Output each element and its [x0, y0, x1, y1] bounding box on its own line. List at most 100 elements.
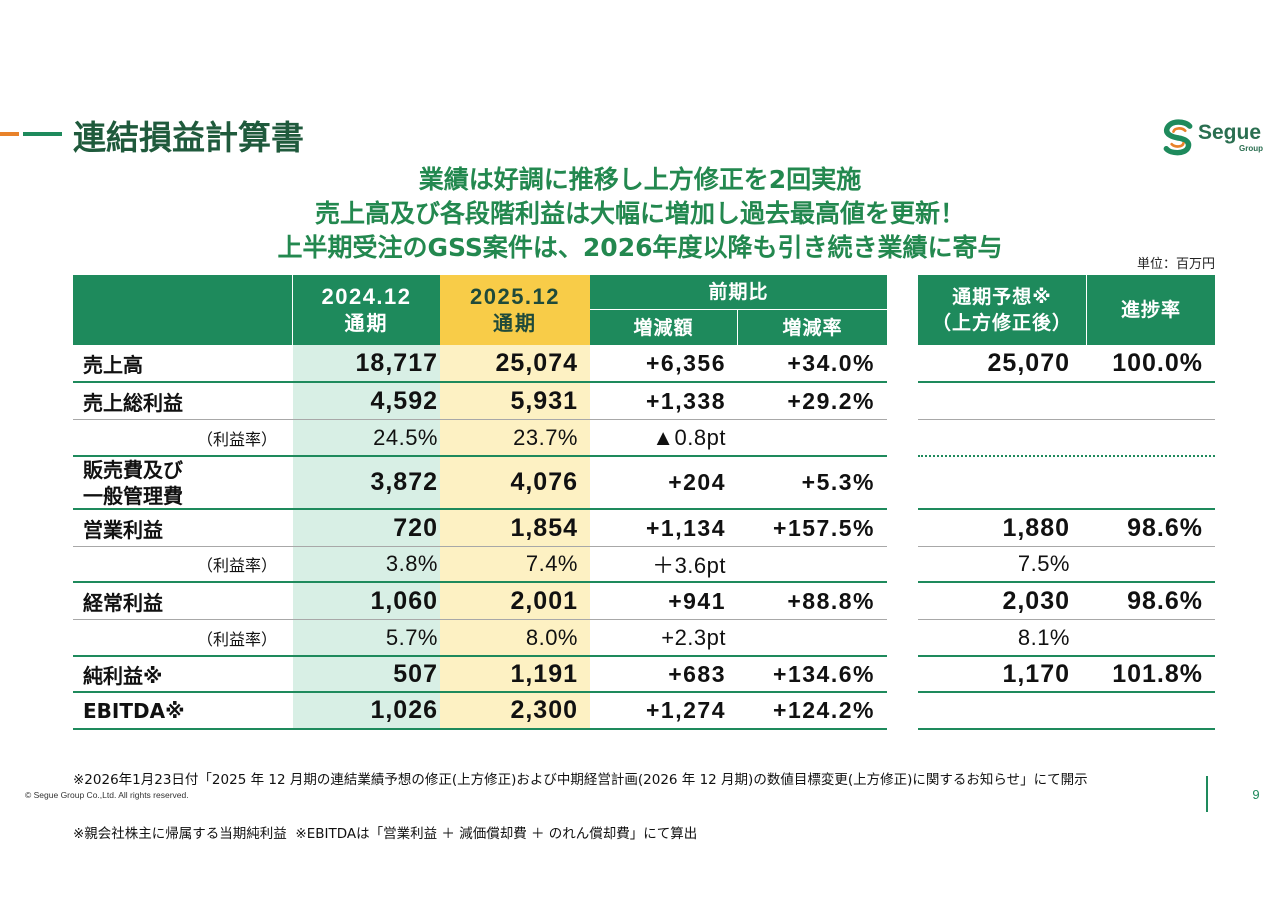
header-change-amount: 増減額: [590, 310, 737, 345]
header-prev-year: 2024.12: [321, 284, 412, 309]
row-label: 経常利益: [83, 590, 163, 615]
unit-label: 単位：百万円: [1136, 257, 1215, 272]
prev-value: 5.7%: [293, 620, 440, 655]
empty-cell: [918, 693, 1087, 728]
header-cur-year: 2025.12: [469, 284, 561, 309]
forecast-value: 1,170: [1002, 659, 1070, 688]
empty-cell: [1087, 547, 1215, 581]
footnote-1: ※2026年1月23日付「2025 年 12 月期の連結業績予想の修正(上方修正…: [73, 772, 1088, 788]
footnotes: ※2026年1月23日付「2025 年 12 月期の連結業績予想の修正(上方修正…: [73, 735, 1088, 861]
header-change-rate-label: 増減率: [782, 316, 843, 339]
cur-value: 4,076: [440, 457, 590, 508]
prev-value: 1,026: [293, 693, 440, 728]
change-amount: +1,134: [646, 514, 726, 541]
row-label: 営業利益: [83, 517, 163, 542]
forecast-table-body: 25,070 100.0% 1,880 98.6% 7.5% 2,030 98.…: [918, 345, 1215, 730]
change-amount: +2.3pt: [661, 624, 726, 650]
row-operating-margin: 7.5%: [918, 547, 1215, 583]
headline-line-1: 業績は好調に推移し上方修正を2回実施: [418, 165, 862, 194]
row-operating-margin: （利益率） 3.8% 7.4% ＋3.6pt: [73, 547, 887, 583]
page-number: 9: [1252, 787, 1260, 802]
empty-cell: [1087, 420, 1215, 455]
change-rate: +134.6%: [773, 660, 875, 687]
header-forecast-line-1: 通期予想※: [952, 286, 1052, 308]
row-ebitda: EBITDA※ 1,026 2,300 +1,274 +124.2%: [73, 693, 887, 730]
change-rate: +157.5%: [773, 514, 875, 541]
prev-value: 3,872: [293, 457, 440, 508]
progress-value: 100.0%: [1112, 348, 1203, 377]
header-prev-label: 通期: [344, 311, 389, 335]
logo-name: Segue: [1198, 121, 1262, 144]
prev-value: 507: [293, 657, 440, 691]
header-blank: [73, 275, 292, 345]
headline-line-3: 上半期受注のGSS案件は、2026年度以降も引き続き業績に寄与: [277, 233, 1003, 262]
empty-cell: [738, 547, 887, 581]
results-table-body: 売上高 18,717 25,074 +6,356 +34.0% 売上総利益 4,…: [73, 345, 887, 730]
footer-divider: [1206, 776, 1208, 812]
change-amount: +941: [668, 587, 726, 614]
change-amount: +6,356: [646, 349, 726, 376]
header-forecast-line-2: （上方修正後）: [931, 312, 1072, 334]
header-cur-period: 2025.12 通期: [440, 275, 590, 345]
row-gross-margin: （利益率） 24.5% 23.7% ▲0.8pt: [73, 420, 887, 457]
headline-block: 業績は好調に推移し上方修正を2回実施 売上高及び各段階利益は大幅に増加し過去最高…: [0, 163, 1280, 265]
footnote-2: ※親会社株主に帰属する当期純利益 ※EBITDAは「営業利益 ＋ 減価償却費 ＋…: [73, 826, 698, 842]
prev-value: 3.8%: [293, 547, 440, 581]
title-accent-orange: [0, 132, 19, 136]
segue-emblem-icon: [1163, 119, 1193, 156]
empty-cell: [918, 383, 1087, 419]
cur-value: 23.7%: [440, 420, 590, 455]
row-sga: [918, 457, 1215, 510]
cur-value: 5,931: [440, 383, 590, 419]
copyright: © Segue Group Co.,Ltd. All rights reserv…: [25, 790, 189, 800]
cur-value: 1,854: [440, 510, 590, 546]
row-ordinary-profit: 経常利益 1,060 2,001 +941 +88.8%: [73, 583, 887, 620]
row-net-sales: 25,070 100.0%: [918, 345, 1215, 383]
row-ordinary-profit: 2,030 98.6%: [918, 583, 1215, 620]
forecast-value: 8.1%: [1017, 624, 1070, 650]
row-gross-margin: [918, 420, 1215, 457]
header-progress-label: 進捗率: [1120, 299, 1181, 321]
row-operating-profit: 営業利益 720 1,854 +1,134 +157.5%: [73, 510, 887, 547]
change-amount: +204: [668, 469, 726, 495]
forecast-value: 7.5%: [1017, 551, 1070, 576]
header-prev-period: 2024.12 通期: [293, 275, 440, 345]
empty-cell: [1087, 383, 1215, 419]
row-net-income: 純利益※ 507 1,191 +683 +134.6%: [73, 657, 887, 693]
empty-cell: [918, 457, 1087, 508]
cur-value: 7.4%: [440, 547, 590, 581]
header-progress: 進捗率: [1087, 275, 1215, 345]
header-change-rate: 増減率: [738, 310, 887, 345]
forecast-value: 2,030: [1002, 586, 1070, 615]
row-label-line-1: 販売費及び: [83, 457, 183, 482]
row-label: EBITDA※: [83, 698, 185, 723]
change-amount: ＋3.6pt: [652, 553, 726, 578]
row-sga: 販売費及び 一般管理費 3,872 4,076 +204 +5.3%: [73, 457, 887, 510]
cur-value: 8.0%: [440, 620, 590, 655]
row-operating-profit: 1,880 98.6%: [918, 510, 1215, 547]
change-rate: +88.8%: [787, 587, 875, 614]
empty-cell: [738, 420, 887, 455]
row-label: 純利益※: [83, 663, 163, 688]
prev-value: 1,060: [293, 583, 440, 619]
change-amount: +683: [668, 660, 726, 687]
cur-value: 25,074: [440, 345, 590, 381]
change-amount: ▲0.8pt: [652, 424, 726, 450]
page-title: 連結損益計算書: [73, 118, 304, 157]
header-comparison-label: 前期比: [708, 281, 769, 303]
change-amount: +1,338: [646, 387, 726, 414]
progress-value: 98.6%: [1127, 513, 1203, 542]
row-ordinary-margin: （利益率） 5.7% 8.0% +2.3pt: [73, 620, 887, 657]
empty-cell: [1087, 693, 1215, 728]
row-label: 販売費及び 一般管理費: [73, 457, 293, 508]
row-label-line-2: 一般管理費: [83, 483, 183, 508]
prev-value: 18,717: [293, 345, 440, 381]
headline-line-2: 売上高及び各段階利益は大幅に増加し過去最高値を更新！: [314, 199, 965, 228]
results-table: 2024.12 通期 2025.12 通期 前期比 増減額 増減率 売上高 18…: [73, 275, 887, 730]
forecast-value: 1,880: [1002, 513, 1070, 542]
row-label: （利益率）: [197, 629, 278, 649]
cur-value: 2,300: [440, 693, 590, 728]
row-label: 売上高: [83, 352, 143, 377]
prev-value: 720: [293, 510, 440, 546]
row-net-income: 1,170 101.8%: [918, 657, 1215, 693]
